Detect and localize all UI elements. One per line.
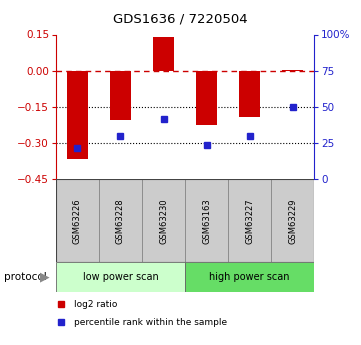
Bar (99, 179, 142, 262)
Text: high power scan: high power scan (209, 272, 290, 282)
Text: GSM63163: GSM63163 (202, 198, 211, 244)
Bar (228, 179, 271, 262)
Bar (271, 179, 314, 262)
Text: percentile rank within the sample: percentile rank within the sample (74, 318, 227, 327)
Bar (153, 37, 174, 71)
Text: GSM63230: GSM63230 (159, 198, 168, 244)
Text: log2 ratio: log2 ratio (74, 300, 117, 309)
Bar (56, 262, 185, 292)
Bar (282, 70, 303, 71)
Bar (56, 179, 99, 262)
Bar (110, 71, 131, 120)
Text: GDS1636 / 7220504: GDS1636 / 7220504 (113, 12, 248, 25)
Bar (239, 71, 260, 117)
Bar (185, 179, 228, 262)
Text: GSM63229: GSM63229 (288, 198, 297, 244)
Text: GSM63227: GSM63227 (245, 198, 254, 244)
Text: GSM63226: GSM63226 (73, 198, 82, 244)
Text: GSM63228: GSM63228 (116, 198, 125, 244)
Bar (142, 179, 185, 262)
Bar (196, 71, 217, 125)
Text: protocol: protocol (4, 272, 46, 282)
Bar (185, 262, 314, 292)
Text: ▶: ▶ (40, 270, 50, 283)
Text: low power scan: low power scan (83, 272, 158, 282)
Bar (67, 71, 88, 159)
